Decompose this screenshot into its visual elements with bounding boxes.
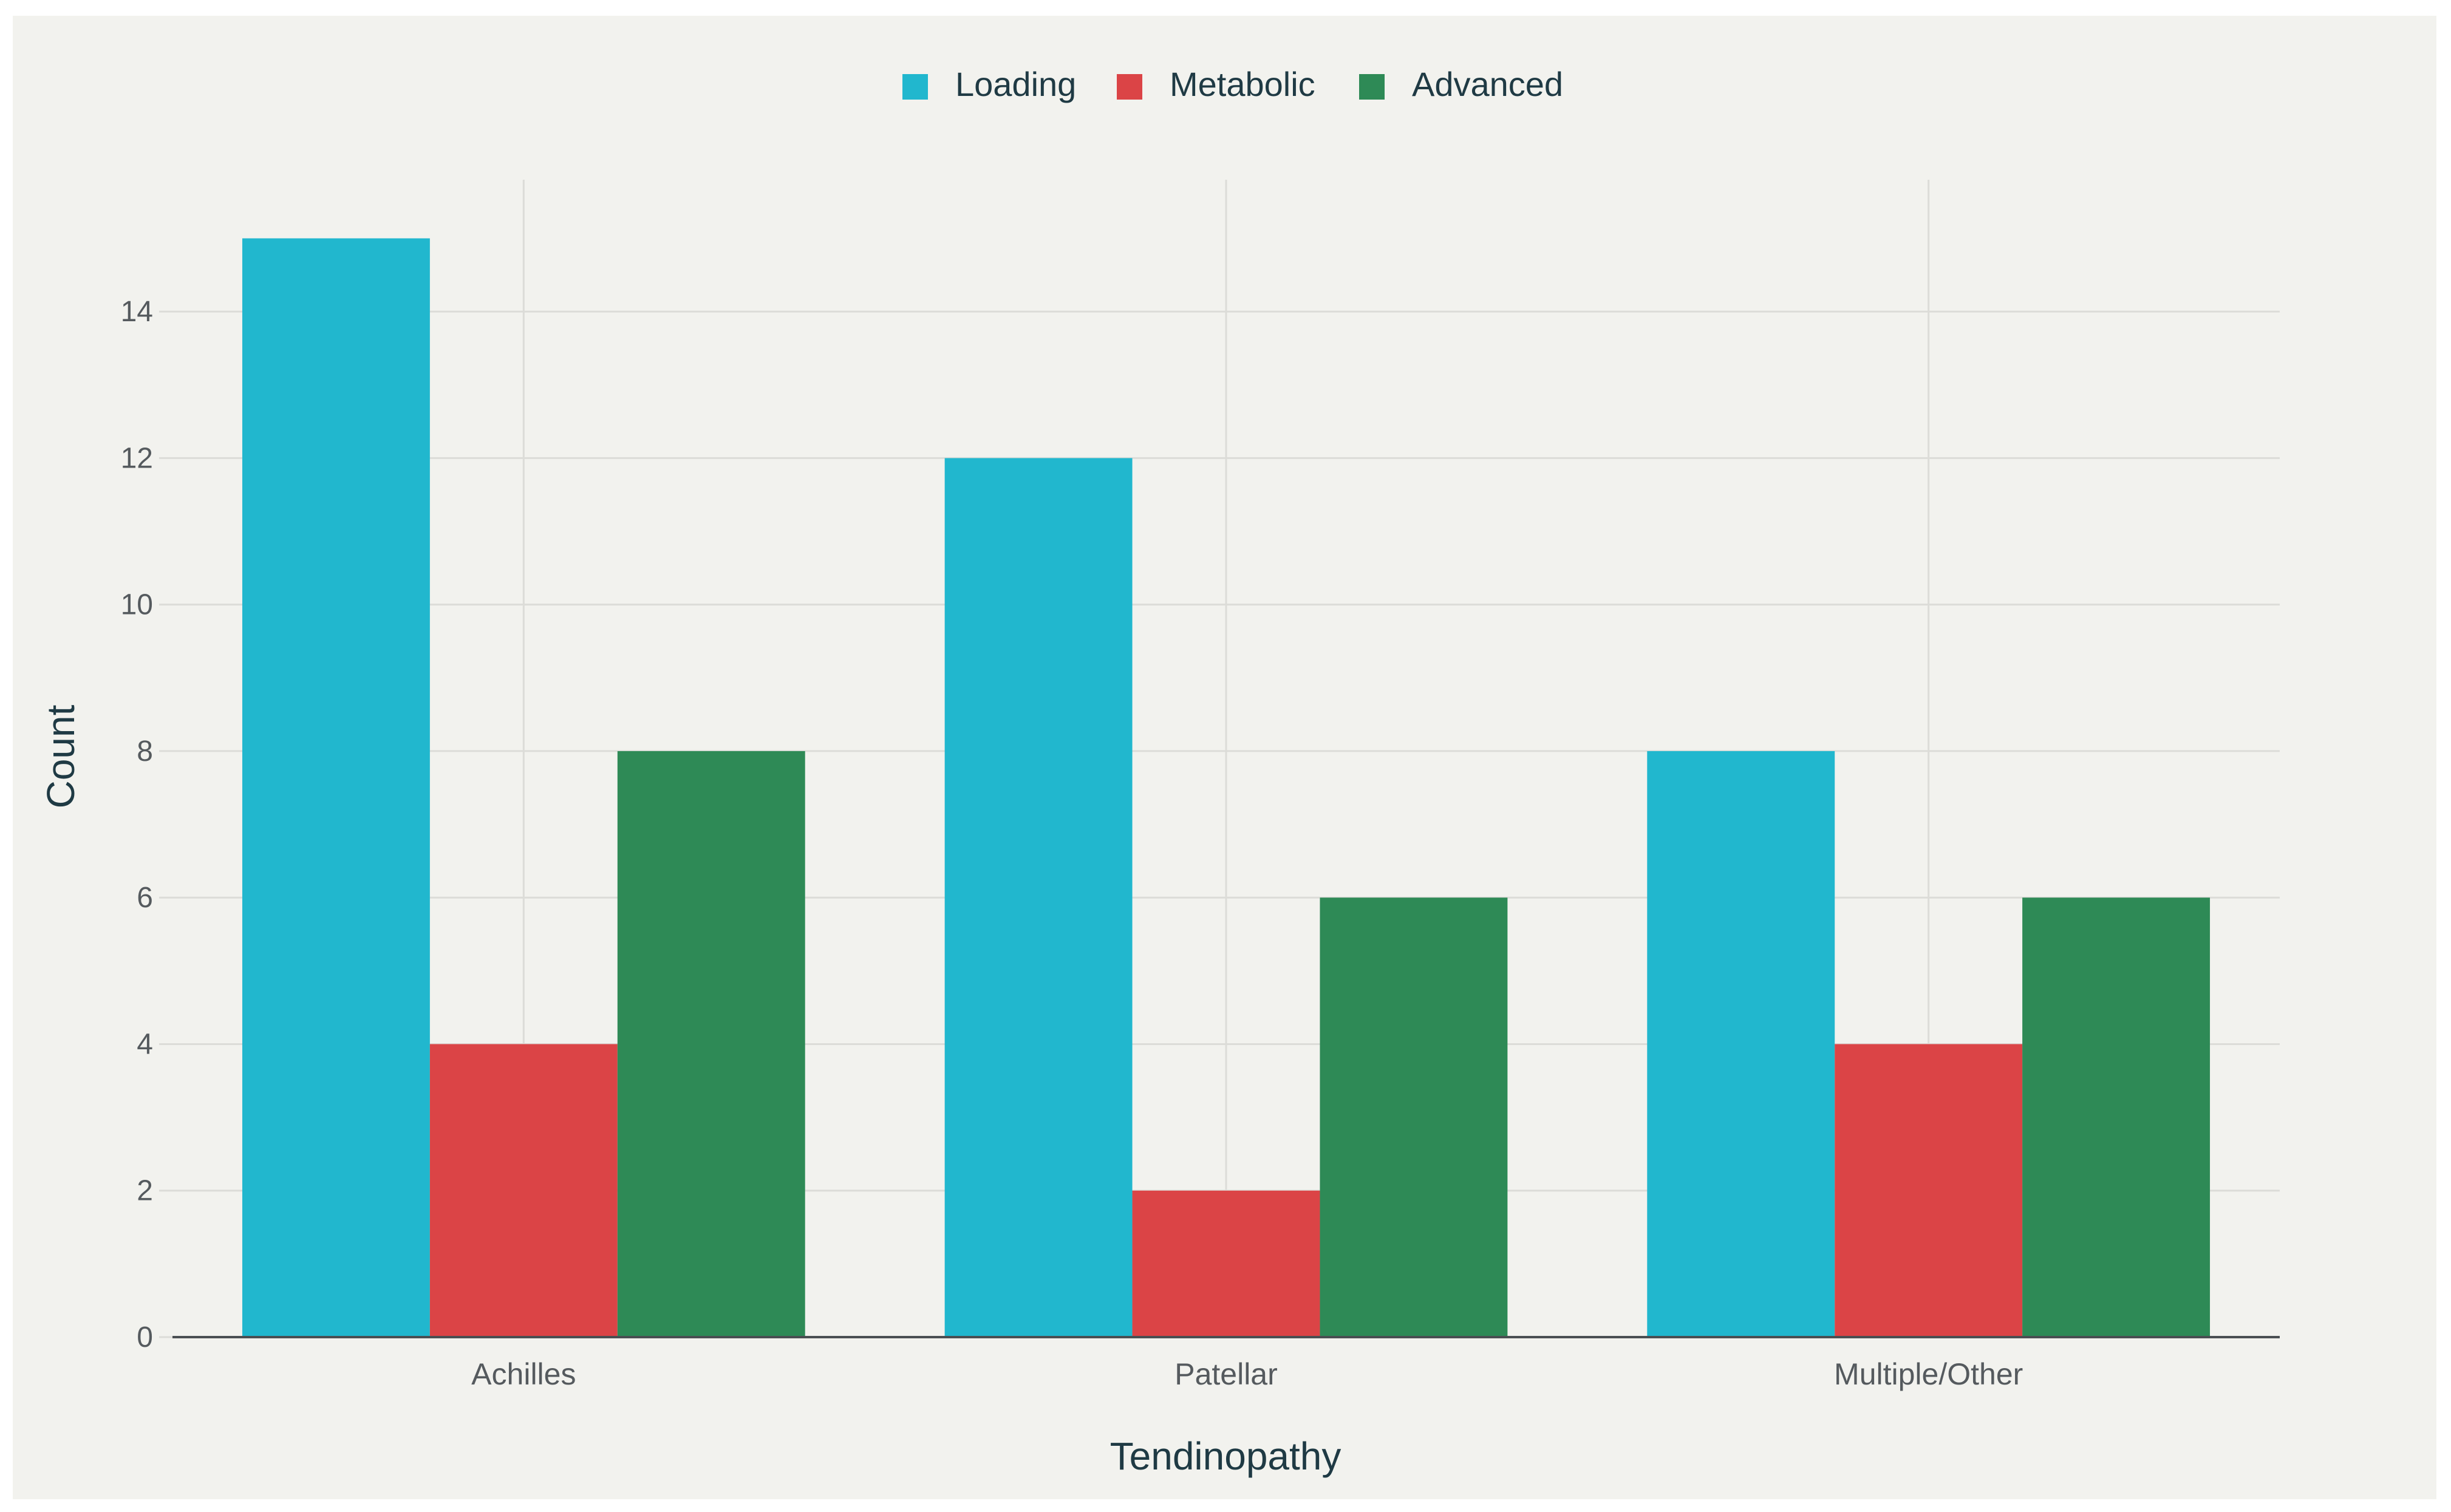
legend-swatch-advanced — [1359, 74, 1385, 100]
bar-advanced-achilles — [617, 751, 805, 1337]
x-tick-label: Achilles — [471, 1357, 576, 1391]
legend[interactable]: Loading Metabolic Advanced — [902, 65, 1563, 103]
x-axis-title: Tendinopathy — [1110, 1434, 1341, 1478]
legend-label-loading: Loading — [955, 65, 1076, 103]
y-tick-label: 0 — [137, 1321, 153, 1354]
bar-metabolic-patellar — [1132, 1190, 1320, 1337]
bar-loading-achilles — [242, 238, 430, 1337]
bar-loading-patellar — [944, 458, 1133, 1338]
legend-swatch-loading — [902, 74, 928, 100]
bars — [242, 238, 2211, 1338]
axes — [159, 310, 2280, 1338]
y-axis-title: Count — [39, 704, 83, 808]
y-tick-label: 10 — [121, 589, 153, 621]
bar-metabolic-multiple-other — [1835, 1044, 2023, 1337]
x-tick-label: Patellar — [1174, 1357, 1278, 1391]
bar-metabolic-achilles — [429, 1044, 618, 1337]
y-tick-label: 2 — [137, 1175, 153, 1207]
tick-labels: 0 2 4 6 8 10 12 14 Achilles Patellar Multiple/Othe… — [121, 296, 2023, 1391]
y-tick-label: 4 — [137, 1028, 153, 1060]
y-tick-label: 12 — [121, 442, 153, 474]
legend-label-metabolic: Metabolic — [1170, 65, 1315, 103]
legend-swatch-metabolic — [1117, 74, 1142, 100]
y-tick-label: 14 — [121, 296, 153, 328]
y-tick-label: 8 — [137, 735, 153, 768]
bar-loading-multiple-other — [1647, 751, 1835, 1337]
y-tick-label: 6 — [137, 882, 153, 914]
legend-label-advanced: Advanced — [1412, 65, 1563, 103]
x-tick-label: Multiple/Other — [1834, 1357, 2023, 1391]
bar-advanced-multiple-other — [2022, 897, 2211, 1337]
bar-advanced-patellar — [1320, 897, 1508, 1337]
